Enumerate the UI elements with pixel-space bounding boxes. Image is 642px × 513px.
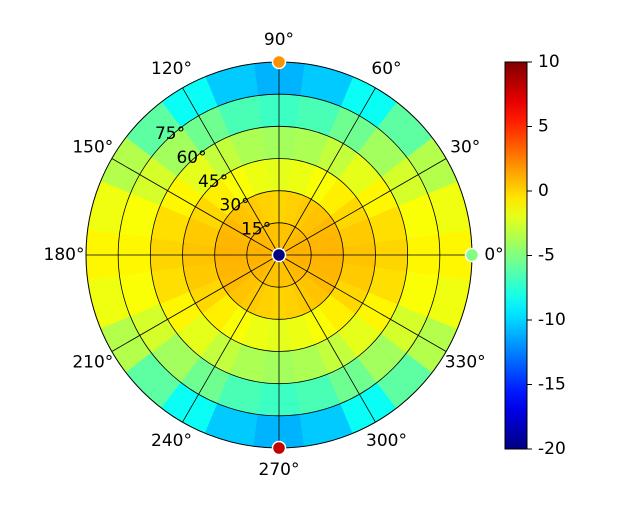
angular-grid-line <box>182 254 280 423</box>
theta-tick-label: 330° <box>445 353 486 373</box>
colorbar-tick-label: -20 <box>538 439 566 459</box>
r-tick-label: 60° <box>176 148 206 168</box>
point <box>271 247 287 263</box>
r-tick-label: 15° <box>241 220 271 240</box>
point <box>271 54 287 70</box>
r-tick-label: 45° <box>198 172 228 192</box>
theta-tick-label: 0° <box>484 245 503 265</box>
angular-grid-line <box>111 254 280 352</box>
angular-grid-line <box>182 87 280 256</box>
point <box>464 247 480 263</box>
colorbar <box>504 61 528 450</box>
theta-tick-label: 180° <box>44 245 85 265</box>
colorbar-tick-label: 0 <box>538 181 549 201</box>
r-tick-label: 30° <box>220 196 250 216</box>
theta-tick-label: 270° <box>259 460 300 480</box>
angular-grid-line <box>278 254 447 352</box>
colorbar-tick-label: -15 <box>538 375 566 395</box>
theta-tick-label: 240° <box>151 431 192 451</box>
theta-tick-label: 90° <box>264 30 294 50</box>
theta-tick-label: 150° <box>72 138 113 158</box>
angular-grid-line <box>278 254 376 423</box>
colorbar-tick-label: 10 <box>538 52 560 72</box>
colorbar-tick-label: 5 <box>538 117 549 137</box>
theta-tick-label: 120° <box>151 59 192 79</box>
r-tick-label: 75° <box>155 124 185 144</box>
point <box>271 440 287 456</box>
theta-tick-label: 60° <box>371 59 401 79</box>
angular-grid-line <box>111 158 280 256</box>
angular-grid-line <box>278 87 376 256</box>
colorbar-tick-label: -10 <box>538 310 566 330</box>
theta-tick-label: 300° <box>366 431 407 451</box>
theta-tick-label: 30° <box>450 138 480 158</box>
theta-tick-label: 210° <box>72 353 113 373</box>
angular-grid-line <box>278 158 447 256</box>
colorbar-tick-label: -5 <box>538 246 555 266</box>
